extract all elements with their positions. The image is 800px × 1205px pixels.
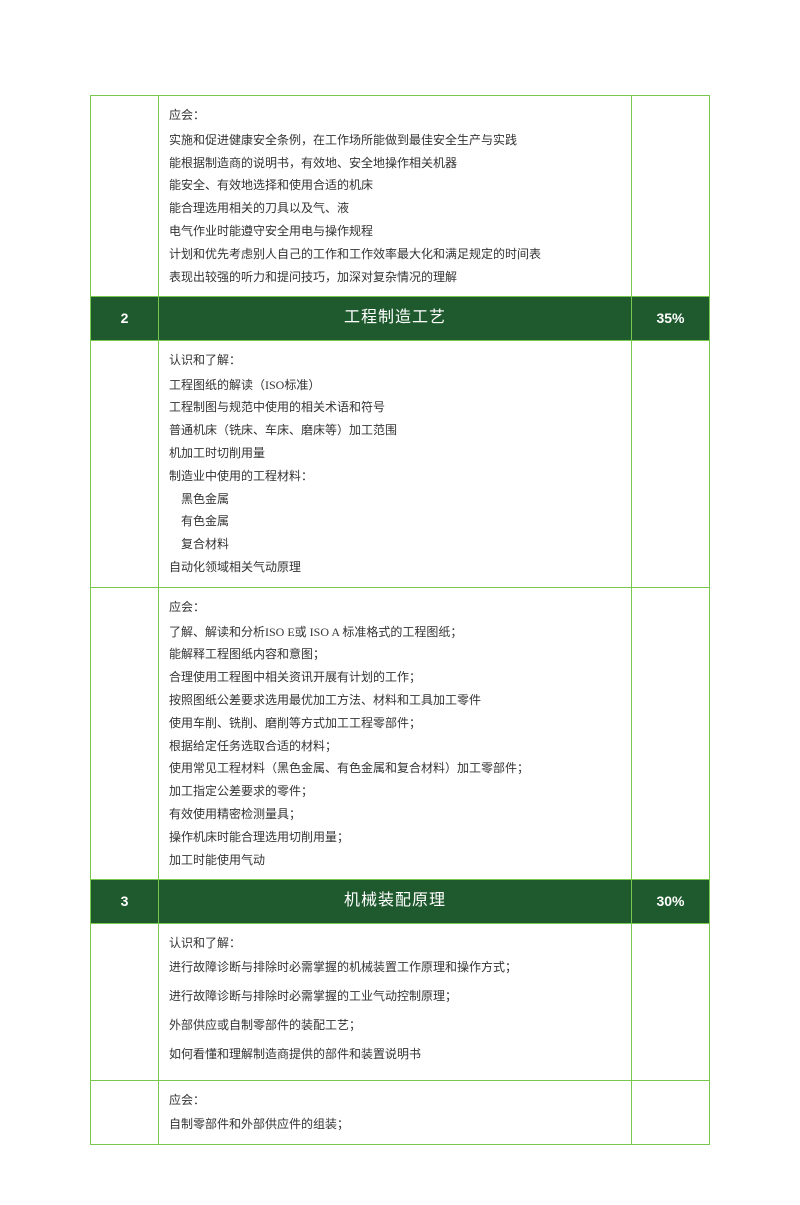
spec-table: 应会：实施和促进健康安全条例，在工作场所能做到最佳安全生产与实践能根据制造商的说…	[90, 95, 710, 1145]
section-number: 2	[91, 297, 159, 340]
content-line: 机加工时切削用量	[169, 442, 621, 465]
content-line: 加工指定公差要求的零件；	[169, 780, 621, 803]
content-line: 能解释工程图纸内容和意图；	[169, 643, 621, 666]
content-line: 能根据制造商的说明书，有效地、安全地操作相关机器	[169, 152, 621, 175]
content-label: 应会：	[169, 104, 621, 127]
content-line: 能安全、有效地选择和使用合适的机床	[169, 174, 621, 197]
section-title: 机械装配原理	[159, 880, 632, 923]
content-cell: 应会：了解、解读和分析ISO E或 ISO A 标准格式的工程图纸；能解释工程图…	[159, 587, 632, 880]
content-row: 认识和了解：工程图纸的解读（ISO标准）工程制图与规范中使用的相关术语和符号普通…	[91, 340, 710, 587]
content-line: 实施和促进健康安全条例，在工作场所能做到最佳安全生产与实践	[169, 129, 621, 152]
spacer-right	[632, 96, 710, 297]
section-header-row: 2工程制造工艺35%	[91, 297, 710, 340]
spacer-left	[91, 587, 159, 880]
content-line: 自制零部件和外部供应件的组装；	[169, 1113, 621, 1136]
content-cell: 认识和了解：工程图纸的解读（ISO标准）工程制图与规范中使用的相关术语和符号普通…	[159, 340, 632, 587]
content-line: 自动化领域相关气动原理	[169, 556, 621, 579]
content-line: 合理使用工程图中相关资讯开展有计划的工作；	[169, 666, 621, 689]
spacer-left	[91, 96, 159, 297]
content-cell: 应会：实施和促进健康安全条例，在工作场所能做到最佳安全生产与实践能根据制造商的说…	[159, 96, 632, 297]
content-line: 了解、解读和分析ISO E或 ISO A 标准格式的工程图纸；	[169, 621, 621, 644]
content-row: 应会：自制零部件和外部供应件的组装；	[91, 1080, 710, 1145]
content-line: 计划和优先考虑别人自己的工作和工作效率最大化和满足规定的时间表	[169, 243, 621, 266]
content-label: 认识和了解：	[169, 349, 621, 372]
content-label: 应会：	[169, 1089, 621, 1112]
content-line: 工程制图与规范中使用的相关术语和符号	[169, 396, 621, 419]
content-line: 能合理选用相关的刀具以及气、液	[169, 197, 621, 220]
content-line: 复合材料	[169, 533, 621, 556]
content-label: 认识和了解：	[169, 932, 621, 955]
content-row: 认识和了解：进行故障诊断与排除时必需掌握的机械装置工作原理和操作方式； 进行故障诊…	[91, 923, 710, 1080]
spacer-right	[632, 587, 710, 880]
content-cell: 应会：自制零部件和外部供应件的组装；	[159, 1080, 632, 1145]
content-line: 进行故障诊断与排除时必需掌握的机械装置工作原理和操作方式；	[169, 956, 621, 979]
section-number: 3	[91, 880, 159, 923]
content-line: 有色金属	[169, 510, 621, 533]
content-row: 应会：实施和促进健康安全条例，在工作场所能做到最佳安全生产与实践能根据制造商的说…	[91, 96, 710, 297]
spacer-left	[91, 1080, 159, 1145]
content-line: 进行故障诊断与排除时必需掌握的工业气动控制原理；	[169, 985, 621, 1008]
spacer-right	[632, 1080, 710, 1145]
page-container: 应会：实施和促进健康安全条例，在工作场所能做到最佳安全生产与实践能根据制造商的说…	[0, 0, 800, 1205]
content-line: 操作机床时能合理选用切削用量；	[169, 826, 621, 849]
content-line: 黑色金属	[169, 488, 621, 511]
spacer-right	[632, 340, 710, 587]
section-percent: 35%	[632, 297, 710, 340]
content-line: 工程图纸的解读（ISO标准）	[169, 374, 621, 397]
content-line: 使用车削、铣削、磨削等方式加工工程零部件；	[169, 712, 621, 735]
content-line: 表现出较强的听力和提问技巧，加深对复杂情况的理解	[169, 266, 621, 289]
content-line: 按照图纸公差要求选用最优加工方法、材料和工具加工零件	[169, 689, 621, 712]
content-line: 如何看懂和理解制造商提供的部件和装置说明书	[169, 1043, 621, 1066]
spacer-left	[91, 923, 159, 1080]
content-line: 有效使用精密检测量具；	[169, 803, 621, 826]
content-line: 普通机床（铣床、车床、磨床等）加工范围	[169, 419, 621, 442]
section-header-row: 3机械装配原理30%	[91, 880, 710, 923]
content-line: 加工时能使用气动	[169, 849, 621, 872]
content-line: 外部供应或自制零部件的装配工艺；	[169, 1014, 621, 1037]
content-label: 应会：	[169, 596, 621, 619]
content-cell: 认识和了解：进行故障诊断与排除时必需掌握的机械装置工作原理和操作方式； 进行故障诊…	[159, 923, 632, 1080]
content-line: 使用常见工程材料（黑色金属、有色金属和复合材料）加工零部件；	[169, 757, 621, 780]
content-line: 制造业中使用的工程材料：	[169, 465, 621, 488]
spacer-left	[91, 340, 159, 587]
content-line: 根据给定任务选取合适的材料；	[169, 735, 621, 758]
spacer-right	[632, 923, 710, 1080]
section-title: 工程制造工艺	[159, 297, 632, 340]
content-row: 应会：了解、解读和分析ISO E或 ISO A 标准格式的工程图纸；能解释工程图…	[91, 587, 710, 880]
section-percent: 30%	[632, 880, 710, 923]
content-line: 电气作业时能遵守安全用电与操作规程	[169, 220, 621, 243]
